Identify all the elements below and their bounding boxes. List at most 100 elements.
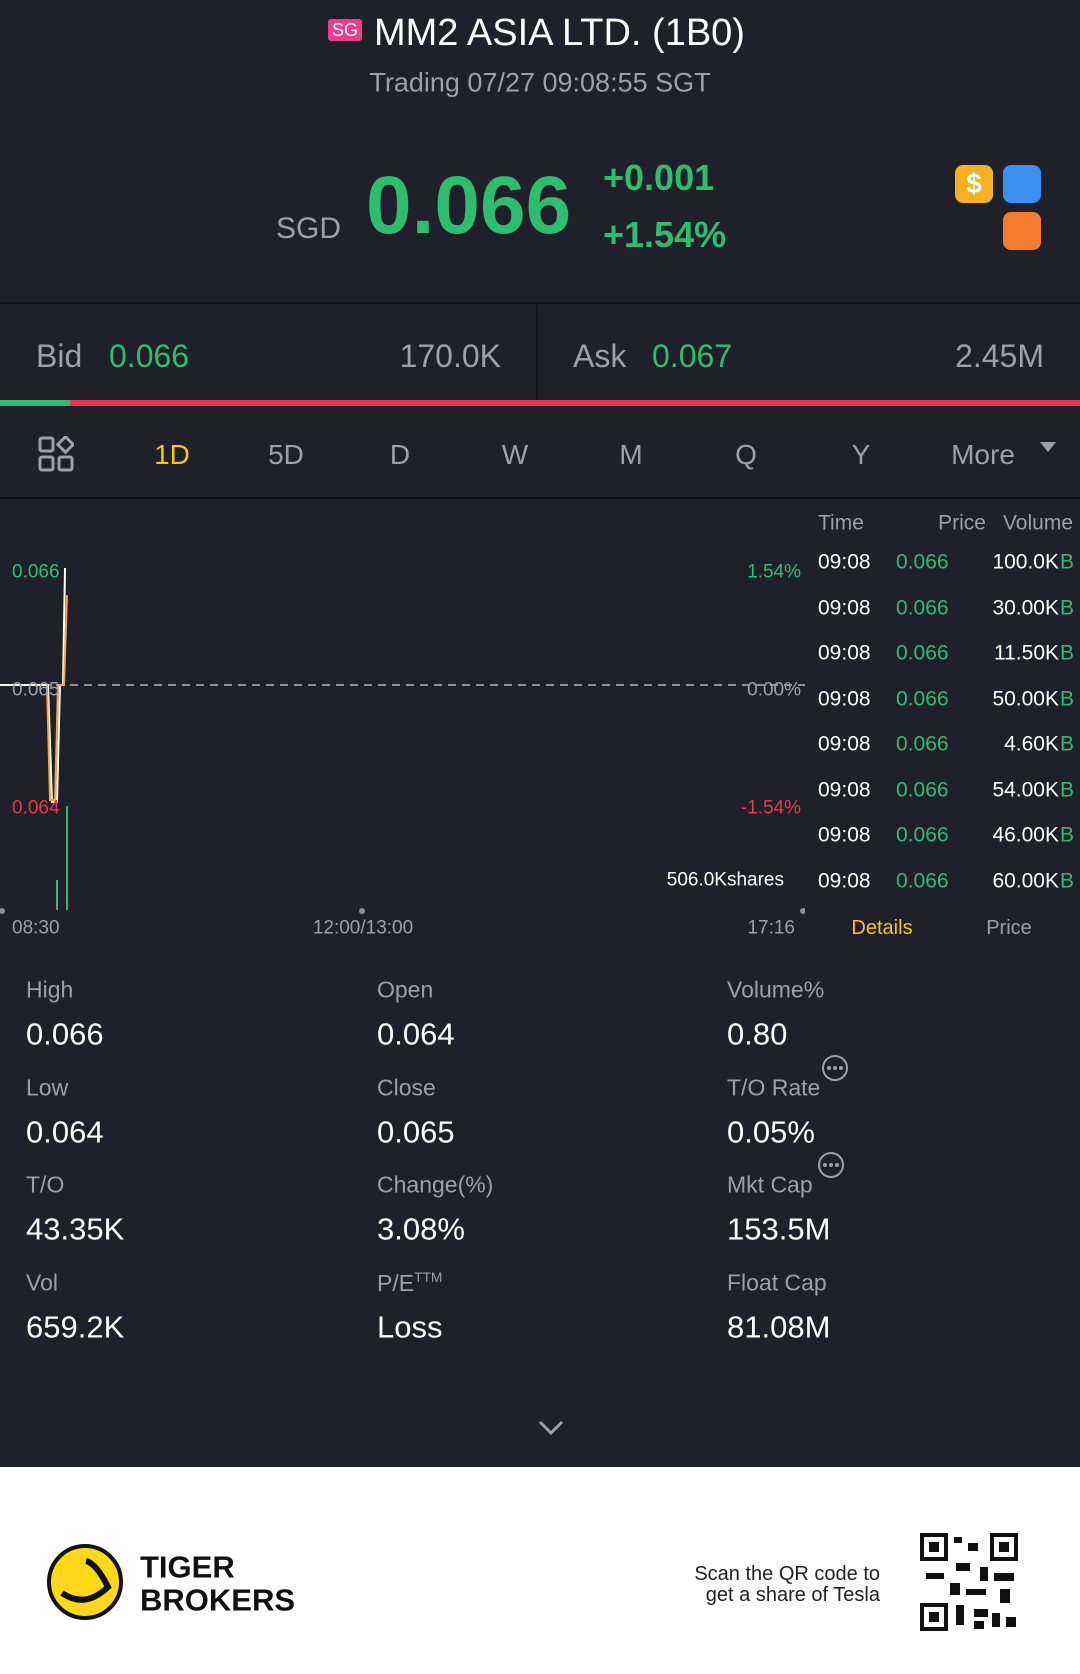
bid-ask-divider — [536, 305, 538, 400]
trades-tab[interactable]: Details — [851, 917, 913, 939]
trade-time: 09:08 — [818, 550, 871, 574]
market-badge: SG — [328, 19, 363, 41]
stock-title: MM2 ASIA LTD. (1B0) — [374, 12, 745, 54]
pct-axis-label: 0.00% — [747, 679, 801, 701]
stat-label: Vol — [26, 1269, 58, 1295]
price-axis-label: 0.064 — [12, 797, 60, 819]
trade-volume: 4.60K — [1004, 732, 1059, 756]
trade-price: 0.066 — [896, 550, 949, 574]
period-tab[interactable]: W — [501, 439, 529, 470]
ask-label: Ask — [573, 338, 627, 374]
time-axis-label: 12:00/13:00 — [312, 917, 414, 939]
trade-side: B — [1060, 778, 1075, 801]
qr-code — [920, 1533, 1018, 1631]
trade-side: B — [1060, 869, 1075, 892]
stat-value: 0.064 — [377, 1016, 455, 1052]
stat-value: 3.08% — [377, 1211, 465, 1247]
brand-name: BROKERS — [140, 1582, 296, 1618]
last-price: 0.066 — [366, 160, 572, 251]
expand-chevron[interactable] — [538, 1420, 564, 1436]
trade-time: 09:08 — [818, 869, 871, 892]
stat-value: 0.065 — [377, 1114, 455, 1149]
trade-side: B — [1060, 732, 1075, 756]
trade-time: 09:08 — [818, 732, 871, 756]
trades-tab[interactable]: Price — [986, 917, 1032, 939]
period-tab[interactable]: 1D — [154, 439, 190, 470]
price-change-pct: +1.54% — [603, 214, 727, 255]
trade-side: B — [1060, 823, 1075, 847]
stat-value: 43.35K — [26, 1211, 125, 1247]
tabs-divider — [0, 497, 1080, 499]
more-arrow — [1040, 442, 1056, 452]
trade-time: 09:08 — [818, 596, 871, 619]
bid-bar — [0, 400, 70, 406]
stat-label: Float Cap — [727, 1269, 827, 1295]
stat-label: Volume% — [727, 976, 825, 1003]
volume-label: 506.0Kshares — [666, 869, 784, 891]
stat-label: High — [26, 976, 74, 1003]
icon-coin: $ — [955, 165, 993, 203]
bid-size: 170.0K — [399, 338, 501, 374]
qr-caption: Scan the QR code to — [694, 1563, 880, 1585]
stat-value: 0.064 — [26, 1114, 104, 1149]
trade-header: Price — [938, 511, 986, 535]
info-icon — [818, 1152, 844, 1178]
trade-price: 0.066 — [896, 641, 949, 665]
trade-volume: 100.0K — [992, 550, 1059, 574]
stat-label: T/O Rate — [727, 1074, 821, 1100]
stat-value: 0.80 — [727, 1016, 788, 1052]
trading-status: Trading 07/27 09:08:55 SGT — [369, 67, 711, 98]
stat-value: 0.05% — [727, 1114, 815, 1149]
period-tab[interactable]: More — [951, 439, 1015, 470]
stat-value: 659.2K — [26, 1309, 125, 1344]
tabs-grid-icon — [38, 436, 74, 472]
icon-flash — [1003, 165, 1041, 203]
tiger-logo — [47, 1544, 123, 1620]
bid-price: 0.066 — [109, 338, 190, 374]
stat-value: 0.066 — [26, 1016, 104, 1052]
stat-label: T/O — [26, 1171, 65, 1198]
stat-label: Mkt Cap — [727, 1171, 813, 1198]
trade-time: 09:08 — [818, 641, 871, 665]
trade-time: 09:08 — [818, 778, 871, 801]
qr-caption: get a share of Tesla — [705, 1584, 880, 1606]
stat-value: Loss — [377, 1309, 443, 1344]
period-tab[interactable]: Q — [735, 439, 757, 470]
price-axis-label: 0.066 — [12, 561, 60, 583]
trade-side: B — [1060, 687, 1075, 710]
trade-side: B — [1060, 596, 1075, 619]
stat-label: Low — [26, 1074, 69, 1100]
stat-value: 153.5M — [727, 1211, 831, 1247]
stat-label: Open — [377, 976, 434, 1003]
period-tab[interactable]: D — [389, 439, 411, 470]
period-tab[interactable]: Y — [851, 439, 871, 470]
icon-orange — [1003, 212, 1041, 250]
period-tab[interactable]: M — [619, 439, 643, 470]
pct-axis-label: 1.54% — [747, 561, 801, 583]
ask-size: 2.45M — [955, 338, 1044, 374]
trade-header: Time — [818, 511, 864, 535]
pct-axis-label: -1.54% — [740, 797, 801, 819]
stat-label: P/ETTM — [377, 1269, 443, 1296]
trade-side: B — [1060, 641, 1075, 665]
trade-time: 09:08 — [818, 823, 871, 847]
info-icon — [822, 1055, 848, 1081]
footer — [0, 1467, 1080, 1674]
header-divider — [0, 302, 1080, 304]
trade-volume: 50.00K — [992, 687, 1059, 710]
period-tab[interactable]: 5D — [268, 439, 304, 470]
trade-price: 0.066 — [896, 732, 949, 756]
trade-header: Volume — [1002, 511, 1073, 535]
trade-price: 0.066 — [896, 687, 949, 710]
intraday-chart — [0, 567, 805, 914]
ask-bar — [70, 400, 1080, 406]
currency: SGD — [276, 212, 342, 245]
trade-volume: 60.00K — [992, 869, 1059, 892]
trade-side: B — [1060, 550, 1075, 574]
stat-label-sup: TTM — [414, 1269, 443, 1285]
bid-label: Bid — [36, 338, 83, 374]
time-axis-label: 17:16 — [747, 917, 795, 939]
time-axis-label: 08:30 — [12, 917, 60, 939]
trade-volume: 54.00K — [992, 778, 1059, 801]
